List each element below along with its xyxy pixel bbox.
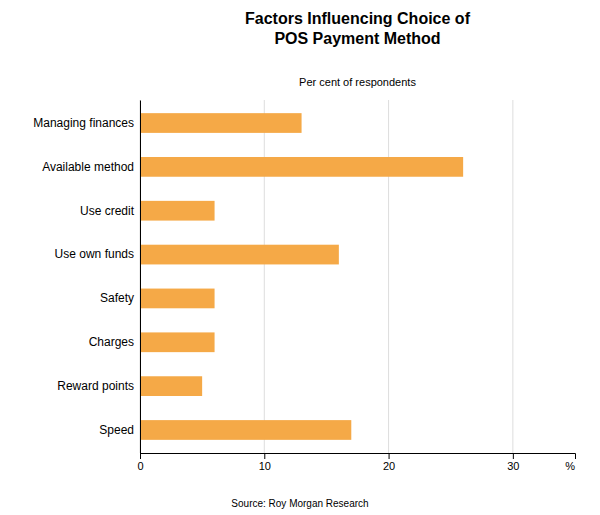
y-tick: Speed — [99, 423, 140, 437]
y-tick-label: Managing finances — [33, 116, 134, 130]
y-tick-label: Charges — [89, 335, 134, 349]
grid-line — [140, 100, 141, 453]
chart-container: 0 10 20 30% Speed Reward points Charges Safety U… — [0, 0, 600, 515]
y-tick: Available method — [42, 160, 140, 174]
x-tick: 10 — [259, 453, 271, 472]
y-tick-label: Speed — [99, 423, 134, 437]
y-tick: Use credit — [80, 204, 140, 218]
x-tick-label: 0 — [137, 460, 143, 472]
bar — [140, 332, 215, 352]
y-tick-label: Available method — [42, 160, 134, 174]
bar — [140, 289, 215, 309]
grid — [140, 100, 513, 453]
x-tick-label: 20 — [383, 460, 395, 472]
y-tick-label: Use credit — [80, 204, 135, 218]
x-tick-mark — [264, 453, 265, 459]
x-tick-label: 10 — [259, 460, 271, 472]
y-axis: Speed Reward points Charges Safety Use own f… — [33, 101, 140, 454]
y-tick: Safety — [100, 291, 140, 305]
subtitle: Per cent of respondents — [299, 76, 416, 88]
x-axis-label: % — [565, 460, 575, 472]
x-axis-line — [141, 454, 576, 460]
x-tick-mark — [513, 453, 514, 459]
y-axis-line — [140, 101, 141, 454]
x-tick: 20 — [383, 453, 395, 472]
y-tick: Use own funds — [55, 247, 140, 261]
x-axis: 0 10 20 30 — [137, 453, 575, 472]
y-tick: Reward points — [57, 379, 140, 393]
bar — [140, 201, 215, 221]
bar — [140, 113, 302, 133]
source: Source: Roy Morgan Research — [231, 498, 368, 509]
x-tick-mark — [140, 453, 141, 459]
y-tick-label: Use own funds — [55, 247, 134, 261]
grid-line — [264, 100, 265, 453]
bar — [140, 376, 202, 396]
y-tick-label: Safety — [100, 291, 134, 305]
y-tick-label: Reward points — [57, 379, 134, 393]
x-tick-label: 30 — [507, 460, 519, 472]
plot-area: 0 10 20 30% Speed Reward points Charges Safety U… — [33, 100, 575, 472]
bar — [140, 245, 339, 265]
grid-line — [512, 100, 513, 453]
x-tick: 30 — [507, 453, 519, 472]
y-tick: Managing finances — [33, 116, 140, 130]
x-tick: 0 — [137, 453, 143, 472]
title: Factors Influencing Choice ofPOS Payment… — [245, 10, 471, 47]
bar — [140, 420, 351, 440]
grid-line — [388, 100, 389, 453]
x-tick-mark — [389, 453, 390, 459]
bar — [140, 157, 463, 177]
y-tick: Charges — [89, 335, 140, 349]
chart-svg: 0 10 20 30% Speed Reward points Charges Safety U… — [0, 0, 600, 515]
bars — [140, 113, 463, 440]
